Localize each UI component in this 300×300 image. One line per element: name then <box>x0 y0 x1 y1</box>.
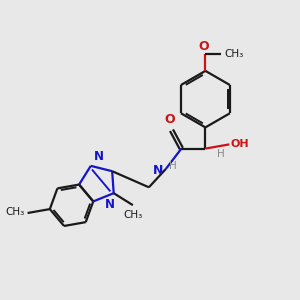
Text: H: H <box>169 160 177 170</box>
Text: N: N <box>94 150 104 163</box>
Text: N: N <box>105 198 115 211</box>
Text: O: O <box>165 113 176 126</box>
Text: H: H <box>217 149 225 159</box>
Text: O: O <box>199 40 209 53</box>
Text: N: N <box>153 164 164 177</box>
Text: CH₃: CH₃ <box>224 49 244 59</box>
Text: CH₃: CH₃ <box>5 207 25 217</box>
Text: OH: OH <box>231 139 250 149</box>
Text: CH₃: CH₃ <box>124 210 143 220</box>
